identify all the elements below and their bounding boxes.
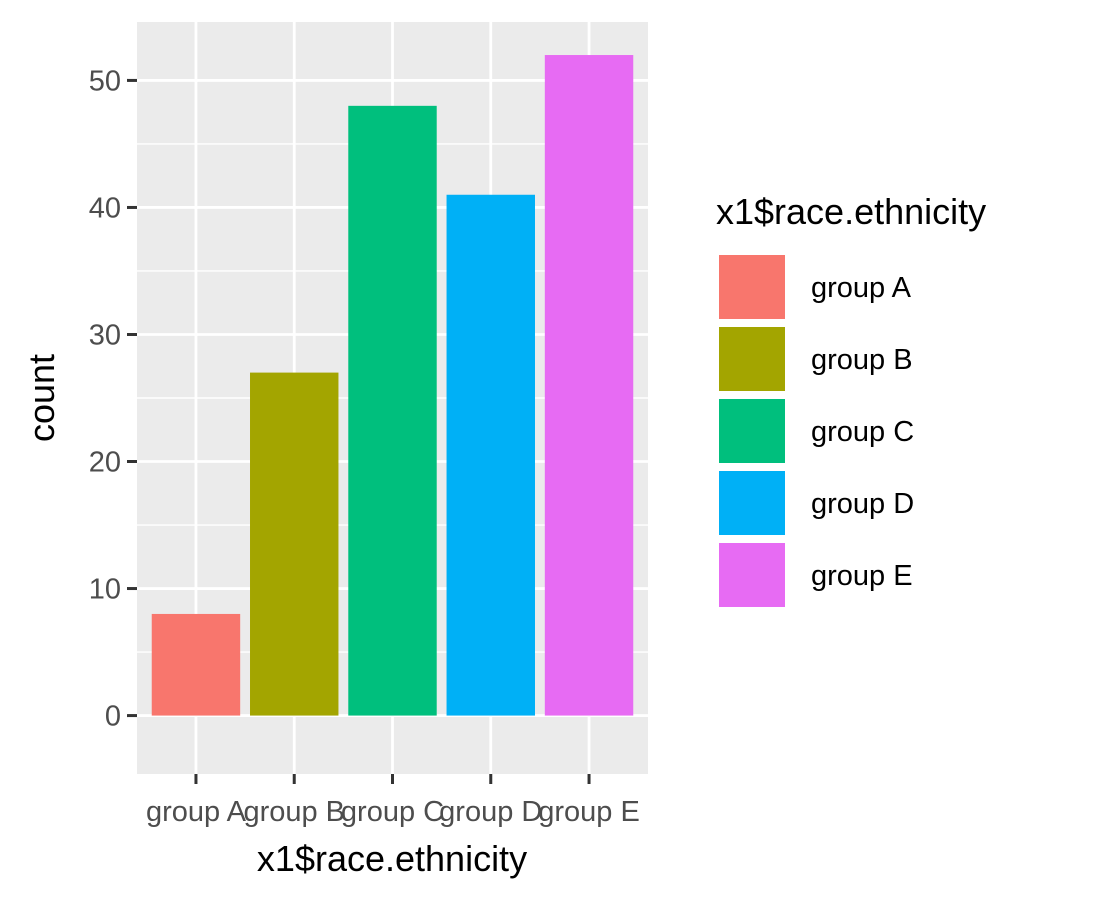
legend-key (717, 325, 787, 393)
legend-key (717, 541, 787, 609)
bar (348, 105, 437, 716)
x-tick-label: group A (146, 796, 247, 828)
bar (544, 55, 634, 716)
bar (250, 372, 339, 716)
legend-key (717, 469, 787, 537)
x-tick-label: group B (243, 796, 345, 828)
x-tick-label: group C (341, 796, 444, 828)
legend-key (717, 253, 787, 321)
y-axis-title: count (21, 354, 62, 442)
x-tick-label: group E (538, 796, 640, 828)
y-tick-label: 20 (89, 447, 121, 479)
y-axis: 0 10 20 30 40 50 (89, 65, 137, 733)
legend-label: group A (811, 272, 912, 304)
x-tick-label: group D (439, 796, 542, 828)
legend-label: group D (811, 488, 914, 520)
bar (446, 194, 535, 716)
legend-title: x1$race.ethnicity (716, 191, 986, 232)
bar (151, 613, 241, 716)
y-tick-label: 0 (105, 701, 121, 733)
y-tick-label: 10 (89, 574, 121, 606)
y-tick-label: 50 (89, 65, 121, 97)
y-tick-label: 40 (89, 192, 121, 224)
bars (151, 55, 634, 716)
legend-key (717, 397, 787, 465)
legend-label: group C (811, 416, 914, 448)
y-tick-label: 30 (89, 319, 121, 351)
legend-label: group E (811, 560, 913, 592)
x-axis-title: x1$race.ethnicity (257, 838, 527, 879)
legend: x1$race.ethnicity group A group B group C g… (716, 191, 986, 609)
legend-label: group B (811, 344, 913, 376)
